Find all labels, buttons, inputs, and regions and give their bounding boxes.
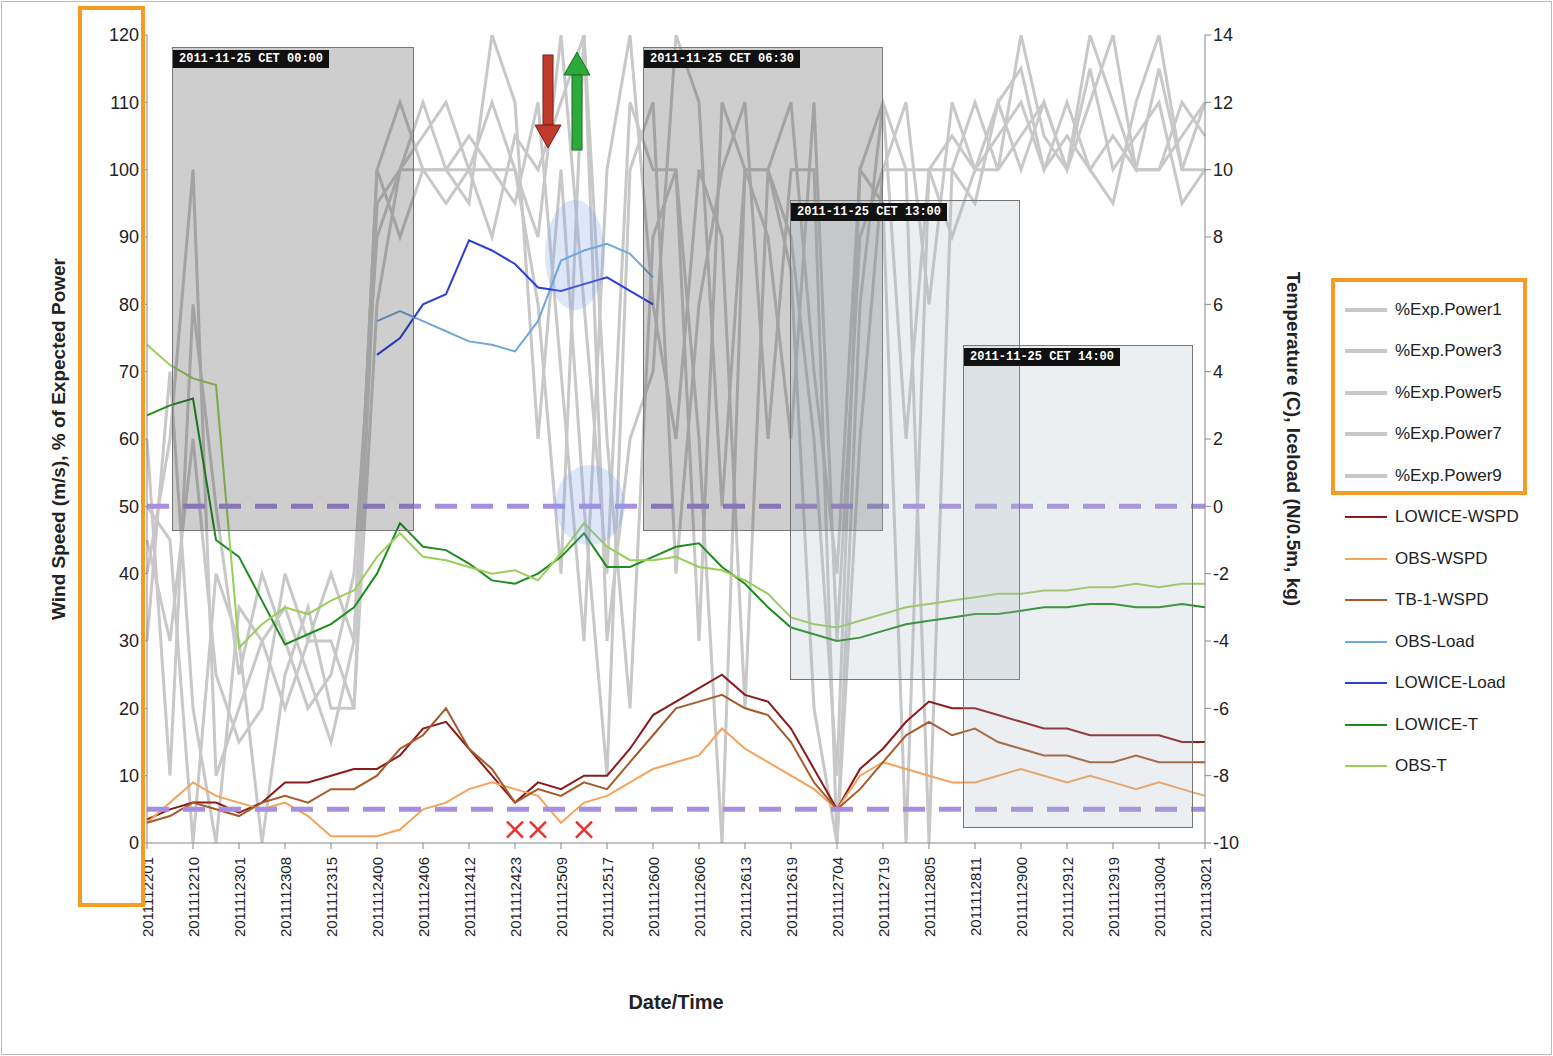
svg-text:2011112606: 2011112606 [691, 857, 708, 937]
svg-text:120: 120 [109, 25, 139, 45]
svg-text:10: 10 [1213, 160, 1233, 180]
svg-text:4: 4 [1213, 362, 1223, 382]
svg-text:0: 0 [129, 833, 139, 853]
svg-text:90: 90 [119, 227, 139, 247]
svg-text:2011113021: 2011113021 [1197, 857, 1214, 937]
html-text:LOWICE-T: LOWICE-T [1395, 714, 1479, 734]
svg-text:Date/Time: Date/Time [628, 991, 723, 1013]
svg-text:2011112805: 2011112805 [921, 857, 938, 937]
html-text:LOWICE-Load: LOWICE-Load [1395, 673, 1506, 693]
svg-text:-6: -6 [1213, 699, 1229, 719]
svg-text:2011112613: 2011112613 [737, 857, 754, 937]
svg-text:-10: -10 [1213, 833, 1239, 853]
svg-text:2011112301: 2011112301 [231, 857, 248, 937]
svg-text:8: 8 [1213, 227, 1223, 247]
html-text:%Exp.Power7: %Exp.Power7 [1395, 424, 1502, 444]
svg-text:-2: -2 [1213, 564, 1229, 584]
svg-text:2011112619: 2011112619 [783, 857, 800, 937]
html-text:2011-11-25 CET 06:30: 2011-11-25 CET 06:30 [650, 52, 794, 66]
html-text:%Exp.Power3: %Exp.Power3 [1395, 341, 1502, 361]
html-text:OBS-WSPD: OBS-WSPD [1395, 548, 1488, 568]
svg-text:Wind Speed (m/s), % of Expecte: Wind Speed (m/s), % of Expected Power [48, 257, 69, 620]
svg-text:2011112315: 2011112315 [323, 857, 340, 937]
html-text:LOWICE-WSPD: LOWICE-WSPD [1395, 507, 1519, 527]
svg-text:2011112201: 2011112201 [139, 857, 156, 937]
svg-text:40: 40 [119, 564, 139, 584]
svg-text:2: 2 [1213, 429, 1223, 449]
svg-text:10: 10 [119, 766, 139, 786]
svg-text:2011112406: 2011112406 [415, 857, 432, 937]
html-text:2011-11-25 CET 14:00: 2011-11-25 CET 14:00 [970, 350, 1114, 364]
svg-text:2011112719: 2011112719 [875, 857, 892, 937]
svg-text:70: 70 [119, 362, 139, 382]
html-text:OBS-Load: OBS-Load [1395, 631, 1475, 651]
svg-text:2011112210: 2011112210 [185, 857, 202, 937]
svg-text:110: 110 [110, 93, 139, 113]
html-text:2011-11-25 CET 00:00: 2011-11-25 CET 00:00 [179, 52, 323, 66]
svg-text:12: 12 [1213, 93, 1233, 113]
svg-text:80: 80 [119, 295, 139, 315]
svg-text:Temperature (C), Iceload (N/0.: Temperature (C), Iceload (N/0.5m, kg) [1283, 272, 1304, 606]
svg-text:20: 20 [119, 699, 139, 719]
svg-text:50: 50 [119, 497, 139, 517]
html-text:%Exp.Power9: %Exp.Power9 [1395, 465, 1502, 485]
svg-text:2011112811: 2011112811 [967, 857, 984, 936]
svg-text:2011112509: 2011112509 [553, 857, 570, 937]
html-text:2011-11-25 CET 13:00: 2011-11-25 CET 13:00 [797, 205, 941, 219]
svg-text:30: 30 [119, 631, 139, 651]
html-text:%Exp.Power5: %Exp.Power5 [1395, 382, 1502, 402]
svg-text:2011112400: 2011112400 [369, 857, 386, 937]
svg-text:2011112423: 2011112423 [507, 857, 524, 937]
svg-text:2011112308: 2011112308 [277, 857, 294, 937]
svg-text:2011113004: 2011113004 [1151, 857, 1168, 937]
svg-text:100: 100 [109, 160, 139, 180]
svg-text:2011112412: 2011112412 [461, 857, 478, 937]
html-text:TB-1-WSPD: TB-1-WSPD [1395, 590, 1489, 610]
svg-text:2011112912: 2011112912 [1059, 857, 1076, 937]
svg-text:-4: -4 [1213, 631, 1229, 651]
svg-text:0: 0 [1213, 497, 1223, 517]
html-text:OBS-T: OBS-T [1395, 756, 1447, 776]
svg-text:6: 6 [1213, 295, 1223, 315]
svg-text:2011112900: 2011112900 [1013, 857, 1030, 937]
svg-text:2011112517: 2011112517 [599, 857, 616, 937]
svg-text:2011112600: 2011112600 [645, 857, 662, 937]
svg-text:-8: -8 [1213, 766, 1229, 786]
svg-text:60: 60 [119, 429, 139, 449]
html-text:%Exp.Power1: %Exp.Power1 [1395, 299, 1502, 319]
svg-text:2011112919: 2011112919 [1105, 857, 1122, 937]
svg-text:14: 14 [1213, 25, 1233, 45]
svg-text:2011112704: 2011112704 [829, 857, 846, 937]
